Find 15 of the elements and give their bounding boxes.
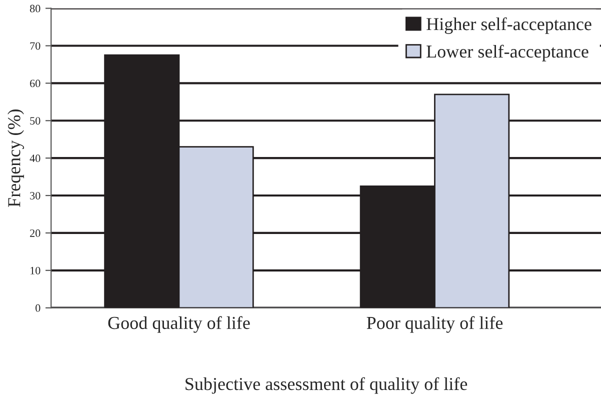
y-tick-label: 40 xyxy=(30,154,40,162)
x-tick-label: Poor quality of life xyxy=(366,316,503,333)
y-axis-title: Freqency (%) xyxy=(8,109,24,207)
legend-label: Lower self-acceptance xyxy=(426,44,588,62)
x-axis-title: Subjective assessment of quality of life xyxy=(186,377,468,394)
legend-label: Higher self-acceptance xyxy=(426,17,592,34)
y-tick-label: 20 xyxy=(30,229,40,237)
y-tick-label: 60 xyxy=(30,80,40,88)
y-tick-label: 70 xyxy=(30,42,40,50)
y-tick-label: 10 xyxy=(30,266,40,274)
x-tick-label: Good quality of life xyxy=(108,316,250,333)
y-tick-label: 30 xyxy=(30,192,40,200)
y-tick-label: 80 xyxy=(30,4,40,12)
y-tick-label: 50 xyxy=(30,117,40,125)
y-tick-label: 0 xyxy=(36,304,40,312)
